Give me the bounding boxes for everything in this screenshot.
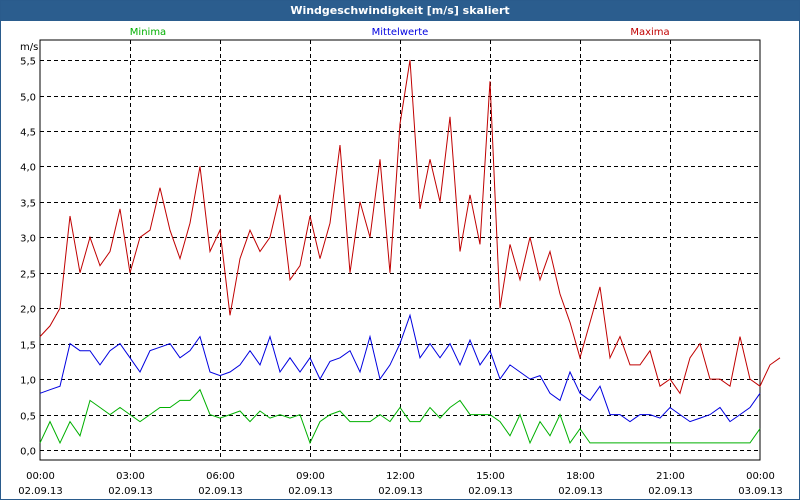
- y-tick-label: 3,5: [20, 199, 36, 210]
- x-tick-time: 03:00: [116, 471, 145, 482]
- series-line-minima: [39, 388, 761, 445]
- x-tick-time: 21:00: [656, 471, 685, 482]
- x-tick-date: 02.09.13: [288, 486, 333, 497]
- x-tick-time: 12:00: [386, 471, 415, 482]
- window-title: Windgeschwindigkeit [m/s] skaliert: [1, 1, 799, 21]
- x-tick-date: 02.09.13: [18, 486, 63, 497]
- x-tick-time: 18:00: [566, 471, 595, 482]
- x-tick-date: 02.09.13: [648, 486, 693, 497]
- legend-maxima: Maxima: [630, 27, 669, 38]
- y-tick-label: 0,0: [20, 447, 36, 458]
- x-tick-time: 06:00: [206, 471, 235, 482]
- x-tick-date: 03.09.13: [738, 486, 783, 497]
- x-tick-date: 02.09.13: [378, 486, 423, 497]
- series-line-mittelwerte: [39, 313, 761, 423]
- legend-minima: Minima: [130, 27, 166, 38]
- x-tick-date: 02.09.13: [468, 486, 513, 497]
- y-tick-label: 1,5: [20, 341, 36, 352]
- y-tick-label: 2,0: [20, 305, 36, 316]
- y-tick-label: 2,5: [20, 270, 36, 281]
- y-tick-label: 5,5: [20, 57, 36, 68]
- y-tick-label: 3,0: [20, 234, 36, 245]
- x-tick-date: 02.09.13: [558, 486, 603, 497]
- x-tick-date: 02.09.13: [198, 486, 243, 497]
- x-tick-time: 09:00: [296, 471, 325, 482]
- y-tick-label: 1,0: [20, 376, 36, 387]
- y-tick-label: 4,0: [20, 163, 36, 174]
- y-tick-label: 5,0: [20, 93, 36, 104]
- x-tick-time: 15:00: [476, 471, 505, 482]
- series-line-maxima: [39, 59, 781, 395]
- y-tick-label: 0,5: [20, 412, 36, 423]
- y-tick-label: 4,5: [20, 128, 36, 139]
- x-tick-date: 02.09.13: [108, 486, 153, 497]
- x-tick-time: 00:00: [26, 471, 55, 482]
- legend-mittelwerte: Mittelwerte: [372, 27, 429, 38]
- x-tick-time: 00:00: [746, 471, 775, 482]
- y-axis-label: m/s: [20, 42, 38, 53]
